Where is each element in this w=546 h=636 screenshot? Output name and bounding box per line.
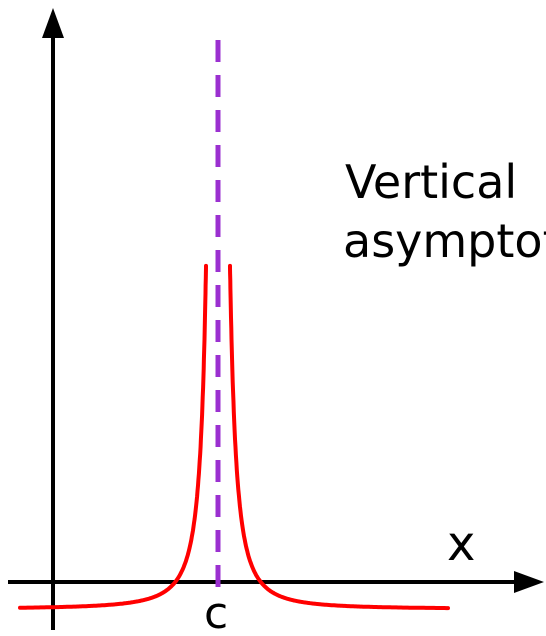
caption-line-2: asymptote: [343, 214, 546, 268]
x-axis-label: x: [447, 516, 475, 572]
c-tick-label: c: [204, 588, 228, 636]
y-axis-arrowhead: [42, 8, 64, 38]
curve-left-branch: [18, 263, 208, 610]
curve-right-branch: [228, 263, 450, 611]
x-axis-arrowhead: [514, 571, 544, 593]
caption-line-1: Vertical: [345, 155, 517, 209]
